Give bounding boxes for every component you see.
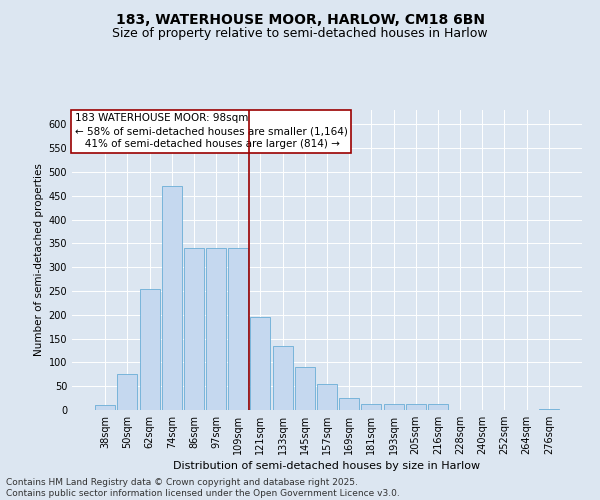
Bar [272, 346, 293, 410]
X-axis label: Distribution of semi-detached houses by size in Harlow: Distribution of semi-detached houses by … [173, 462, 481, 471]
Bar [539, 408, 559, 410]
Bar [383, 404, 404, 410]
Bar [406, 404, 426, 410]
Bar [317, 384, 337, 410]
Bar [339, 398, 359, 410]
Bar [206, 248, 226, 410]
Bar [428, 404, 448, 410]
Bar [118, 374, 137, 410]
Y-axis label: Number of semi-detached properties: Number of semi-detached properties [34, 164, 44, 356]
Bar [361, 404, 382, 410]
Text: 183 WATERHOUSE MOOR: 98sqm
← 58% of semi-detached houses are smaller (1,164)
   : 183 WATERHOUSE MOOR: 98sqm ← 58% of semi… [74, 113, 347, 150]
Bar [184, 248, 204, 410]
Bar [228, 248, 248, 410]
Bar [140, 288, 160, 410]
Bar [95, 405, 115, 410]
Text: 183, WATERHOUSE MOOR, HARLOW, CM18 6BN: 183, WATERHOUSE MOOR, HARLOW, CM18 6BN [115, 12, 485, 26]
Text: Size of property relative to semi-detached houses in Harlow: Size of property relative to semi-detach… [112, 28, 488, 40]
Bar [250, 317, 271, 410]
Bar [295, 367, 315, 410]
Bar [162, 186, 182, 410]
Text: Contains HM Land Registry data © Crown copyright and database right 2025.
Contai: Contains HM Land Registry data © Crown c… [6, 478, 400, 498]
